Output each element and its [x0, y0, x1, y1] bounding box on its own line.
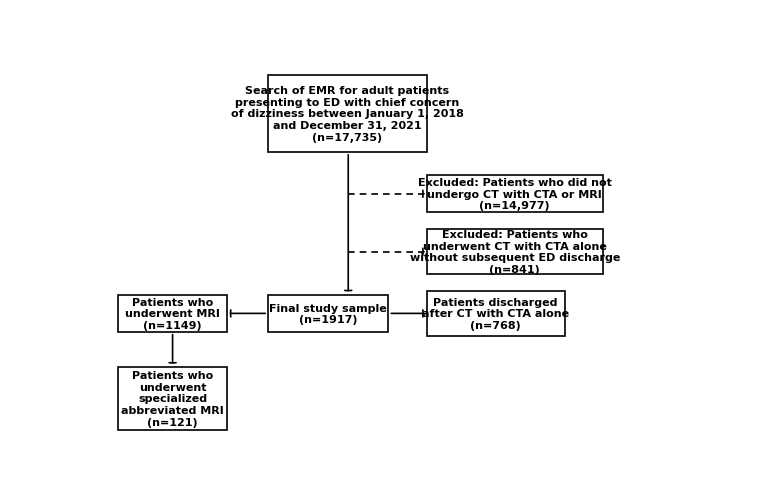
Text: Final study sample
(n=1917): Final study sample (n=1917)	[269, 303, 387, 325]
Text: Patients discharged
after CT with CTA alone
(n=768): Patients discharged after CT with CTA al…	[422, 297, 569, 330]
FancyBboxPatch shape	[268, 296, 389, 332]
Text: Patients who
underwent MRI
(n=1149): Patients who underwent MRI (n=1149)	[125, 297, 220, 330]
Text: Excluded: Patients who
underwent CT with CTA alone
without subsequent ED dischar: Excluded: Patients who underwent CT with…	[409, 229, 620, 275]
FancyBboxPatch shape	[427, 292, 565, 336]
Text: Search of EMR for adult patients
presenting to ED with chief concern
of dizzines: Search of EMR for adult patients present…	[231, 86, 464, 142]
FancyBboxPatch shape	[268, 76, 427, 153]
Text: Patients who
underwent
specialized
abbreviated MRI
(n=121): Patients who underwent specialized abbre…	[121, 370, 224, 427]
Text: Excluded: Patients who did not
undergo CT with CTA or MRI
(n=14,977): Excluded: Patients who did not undergo C…	[418, 178, 612, 211]
FancyBboxPatch shape	[427, 230, 603, 274]
FancyBboxPatch shape	[118, 296, 227, 332]
FancyBboxPatch shape	[118, 367, 227, 430]
FancyBboxPatch shape	[427, 176, 603, 212]
